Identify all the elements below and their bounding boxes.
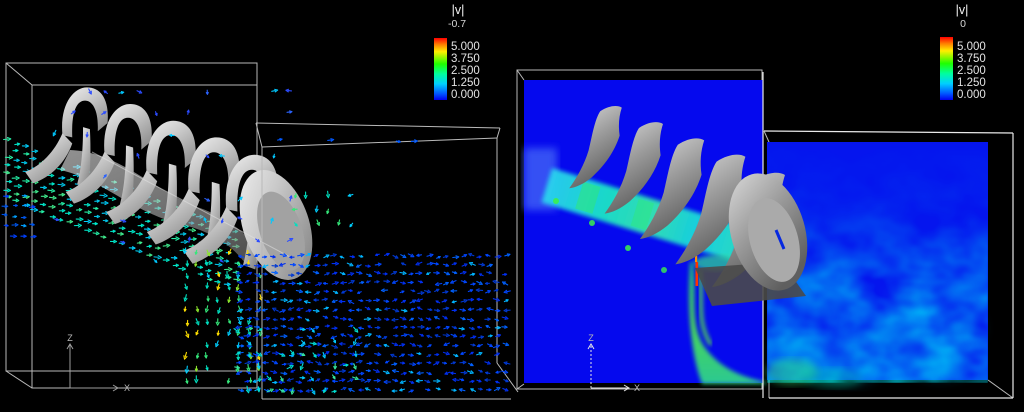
right-inlet-box (516, 69, 766, 398)
right-viewport[interactable]: Z X |v| 0 5.000 3.750 2.500 1.250 0.000 (516, 3, 1014, 399)
screw-left (25, 87, 313, 280)
right-colorbar-gradient (940, 37, 953, 100)
left-viewport[interactable]: Z X |v| -0.7 5.000 3.750 2.500 1.250 0.0… (1, 3, 519, 400)
colorbar-tick: 3.750 (957, 53, 986, 65)
colorbar-tick: 2.500 (451, 65, 480, 77)
right-colorbar-sublabel: 0 (960, 18, 966, 30)
colorbar-tick: 5.000 (451, 41, 480, 53)
vectors-wake (235, 252, 511, 393)
colorbar-tick: 0.000 (957, 89, 986, 101)
vectors-inlet (1, 194, 37, 239)
screw-end-disc-core (257, 191, 305, 271)
jet-orange-spot (695, 256, 698, 262)
right-colorbar-legend: |v| 0 5.000 3.750 2.500 1.250 0.000 (940, 3, 986, 101)
left-colorbar-title: |v| (452, 3, 465, 17)
vectors-screw-scatter (52, 88, 294, 264)
fin-tip-green-spots (553, 198, 667, 273)
colorbar-tick: 1.250 (957, 77, 986, 89)
vectors-wake-top (277, 138, 418, 144)
right-axis-x-label: X (634, 383, 640, 393)
left-axis-triad: Z X (66, 333, 130, 393)
right-axis-triad: Z X (587, 333, 640, 393)
left-outlet-box-wireframe (255, 122, 519, 400)
right-axis-z-label: Z (588, 333, 594, 343)
left-colorbar-sublabel: -0.7 (448, 18, 466, 30)
vectors-eddy (291, 190, 354, 228)
screw-end-disc-core (748, 198, 800, 282)
vectors-curl (233, 326, 359, 395)
screw-right (569, 105, 808, 306)
left-axis-x-label: X (124, 383, 130, 393)
jet-spill-2 (802, 368, 862, 388)
colorbar-tick: 3.750 (451, 53, 480, 65)
left-axis-z-label: Z (67, 333, 73, 343)
vectors-down (183, 247, 263, 384)
left-colorbar-gradient (434, 38, 447, 100)
colorbar-tick: 2.500 (957, 65, 986, 77)
colorbar-tick: 5.000 (957, 41, 986, 53)
right-colorbar-title: |v| (956, 3, 969, 17)
jet-red-spot (695, 262, 699, 286)
screw-helix-web (60, 150, 262, 266)
left-colorbar-legend: |v| -0.7 5.000 3.750 2.500 1.250 0.000 (434, 3, 480, 101)
screw-disc-slot (774, 229, 786, 250)
colorbar-tick: 1.250 (451, 77, 480, 89)
colorbar-tick: 0.000 (451, 89, 480, 101)
